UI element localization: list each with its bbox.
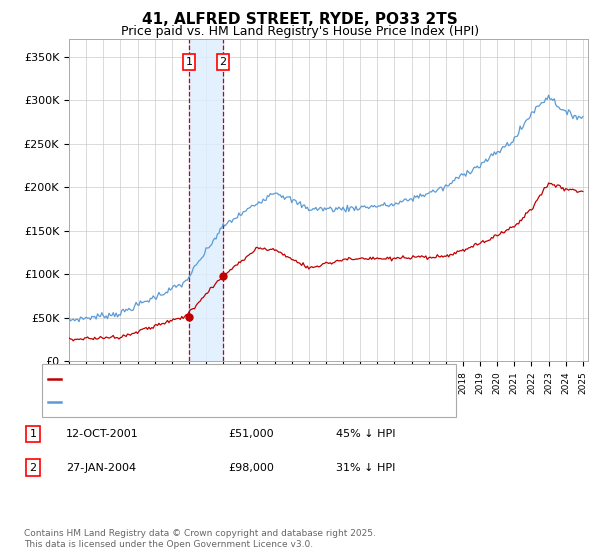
Text: 41, ALFRED STREET, RYDE, PO33 2TS: 41, ALFRED STREET, RYDE, PO33 2TS	[142, 12, 458, 27]
Text: 2: 2	[220, 57, 227, 67]
Text: 1: 1	[29, 429, 37, 439]
Bar	[189, 39, 223, 361]
Text: 27-JAN-2004: 27-JAN-2004	[66, 463, 136, 473]
Text: 12-OCT-2001: 12-OCT-2001	[66, 429, 139, 439]
Text: 31% ↓ HPI: 31% ↓ HPI	[336, 463, 395, 473]
Text: 41, ALFRED STREET, RYDE, PO33 2TS (semi-detached house): 41, ALFRED STREET, RYDE, PO33 2TS (semi-…	[63, 374, 380, 384]
Text: HPI: Average price, semi-detached house, Isle of Wight: HPI: Average price, semi-detached house,…	[63, 396, 349, 407]
Text: £98,000: £98,000	[228, 463, 274, 473]
Text: 1: 1	[185, 57, 193, 67]
Text: £51,000: £51,000	[228, 429, 274, 439]
Text: Contains HM Land Registry data © Crown copyright and database right 2025.
This d: Contains HM Land Registry data © Crown c…	[24, 529, 376, 549]
Text: Price paid vs. HM Land Registry's House Price Index (HPI): Price paid vs. HM Land Registry's House …	[121, 25, 479, 38]
Text: 45% ↓ HPI: 45% ↓ HPI	[336, 429, 395, 439]
Text: 2: 2	[29, 463, 37, 473]
